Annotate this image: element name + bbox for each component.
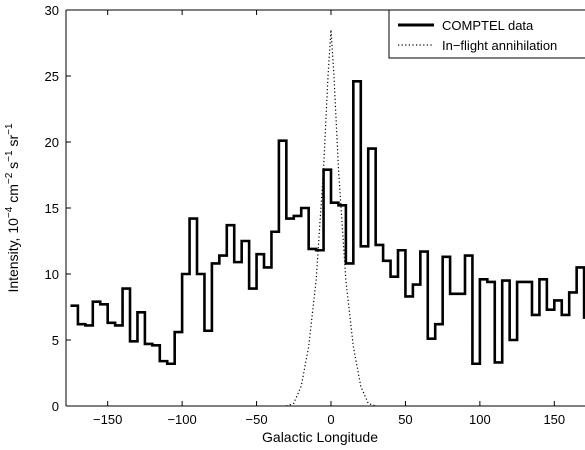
y-tick-label: 0 [52, 399, 59, 414]
y-axis-label-part: sr [5, 135, 21, 151]
y-tick-label: 5 [52, 333, 59, 348]
y-axis-label-part: −4 [4, 206, 15, 218]
y-tick-label: 10 [45, 267, 59, 282]
x-tick-label: 150 [543, 412, 565, 427]
y-axis-label-part: −1 [4, 150, 15, 162]
legend-box [388, 9, 585, 59]
y-axis-label-part: Intensity, 10 [5, 218, 21, 293]
y-tick-label: 30 [45, 3, 59, 18]
legend-label-comptel: COMPTEL data [442, 18, 534, 33]
x-tick-label: 50 [398, 412, 412, 427]
legend: COMPTEL data In−flight annihilation [388, 9, 585, 59]
x-tick-label: −150 [93, 412, 122, 427]
x-tick-label: −100 [167, 412, 196, 427]
legend-label-annihilation: In−flight annihilation [442, 38, 557, 53]
y-axis-label-part: s [5, 162, 21, 173]
plot-area [66, 10, 585, 406]
y-axis-label-part: −2 [4, 172, 15, 184]
y-tick-label: 20 [45, 135, 59, 150]
y-tick-label: 25 [45, 69, 59, 84]
y-axis-label-part: −1 [4, 123, 15, 135]
x-tick-label: 0 [327, 412, 334, 427]
y-tick-label: 15 [45, 201, 59, 216]
x-tick-label: −50 [246, 412, 268, 427]
x-axis-label: Galactic Longitude [262, 429, 378, 445]
series-in-flight-annihilation [286, 29, 376, 406]
series-comptel-data [70, 79, 585, 366]
y-axis-label: Intensity, 10−4 cm−2 s−1 sr−1 [4, 123, 21, 293]
y-axis-label-part: cm [5, 184, 21, 207]
x-tick-label: 100 [469, 412, 491, 427]
